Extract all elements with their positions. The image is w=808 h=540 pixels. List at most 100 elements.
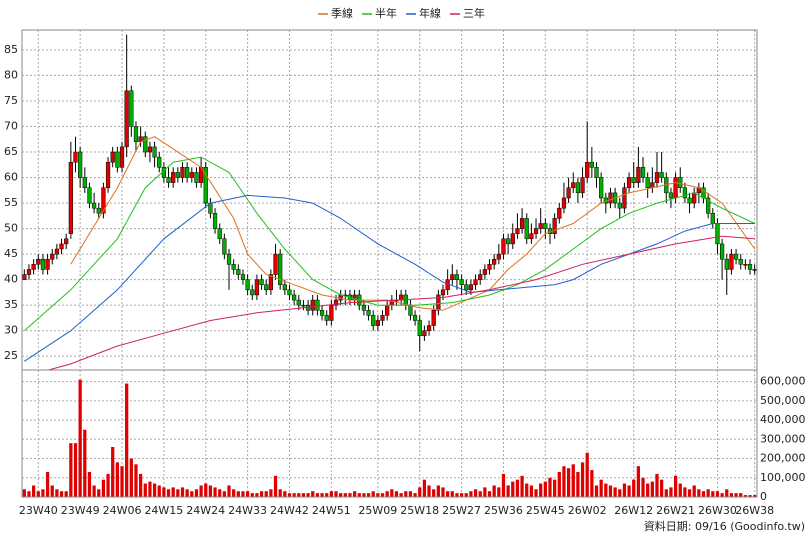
x-tick-label: 26W38 [735,504,774,517]
candle-body [487,264,492,270]
candle-body [73,151,78,163]
volume-bar [571,464,575,497]
volume-bar [473,489,478,497]
volume-bar [613,487,617,497]
volume-bar [83,429,87,497]
candle-body [459,279,464,285]
candle-body [268,274,273,291]
volume-bar [250,493,254,497]
candle-body [636,167,641,183]
candle-body [431,310,436,326]
x-tick-label: 24W15 [144,504,183,517]
volume-bar [320,493,324,497]
volume-bar [73,443,78,497]
candle-body [729,253,734,270]
candle-body [68,161,73,234]
candle-body [543,223,548,229]
candle-body [380,315,385,321]
candle-body [585,161,590,178]
candle-body [645,177,650,188]
volume-bar [287,493,292,497]
candle-body [654,172,660,183]
volume-bar [138,473,143,497]
candle-body [408,304,413,316]
x-tick-label: 24W42 [270,504,309,517]
candle-body [701,187,706,199]
candle-body [720,243,725,260]
plot-frame [21,29,758,498]
volume-bar [348,493,352,497]
candle-body [440,289,446,296]
candle-body [329,304,334,321]
volume-bar [315,493,320,497]
y2-tick-label: 500,000 [760,394,806,407]
candle-body [22,274,27,280]
candle-body [152,146,157,158]
candle-body [315,299,320,311]
candle-body [105,161,111,188]
volume-bar [692,485,696,497]
candle-body [599,177,604,199]
candle-body [133,126,139,143]
volume-bar [106,473,110,497]
legend-label: 半年 [375,6,397,20]
volume-bar [432,489,436,497]
y-tick-label: 60 [4,171,18,184]
candle-body [115,151,120,168]
y-tick-label: 25 [4,349,18,362]
volume-bar [143,483,147,497]
x-tick-label: 26W21 [656,504,695,517]
candle-body [217,228,222,240]
ma-line [24,194,755,362]
volume-bar [725,489,729,497]
candle-body [250,289,255,296]
volume-bar [241,491,245,497]
candle-body [119,146,125,168]
volume-bar [511,481,515,497]
volume-bar [608,485,613,497]
candle-body [482,269,487,275]
volume-bar [92,485,96,497]
volume-bar [734,493,738,497]
volume-bar [497,487,501,497]
candle-body [668,192,674,199]
volume-bar [64,491,68,497]
y-tick-label: 85 [4,43,18,56]
candle-body [692,192,697,204]
candle-body [36,258,41,265]
candle-body [101,187,106,214]
candle-body [631,177,636,183]
candle-body [189,172,194,178]
volume-bar [171,487,175,497]
candle-body [417,320,422,337]
volume-bar [441,487,445,497]
candle-body [222,238,227,255]
volume-bar [297,493,301,497]
volume-bar [152,483,157,497]
volume-bar [492,485,496,497]
volume-bar [748,495,752,497]
candle-body [464,284,469,291]
volume-bar [427,485,431,497]
candle-body [659,172,664,178]
volume-bar [408,491,413,497]
candle-body [78,151,83,178]
volume-bar [729,493,734,497]
candle-body [96,207,101,214]
volume-bar [371,491,375,497]
volume-bar [618,489,622,497]
candle-body [301,304,306,307]
volume-bar [701,491,706,497]
y2-tick-label: 600,000 [760,375,806,388]
volume-bar [55,489,59,497]
volume-bar [176,489,180,497]
volume-bar [390,489,394,497]
y2-tick-label: 100,000 [760,471,806,484]
candle-body [40,258,46,270]
candle-body [501,238,506,255]
volume-bar [22,489,26,497]
candle-body [254,279,260,296]
volume-bar [32,485,36,497]
volume-bar [566,468,571,497]
